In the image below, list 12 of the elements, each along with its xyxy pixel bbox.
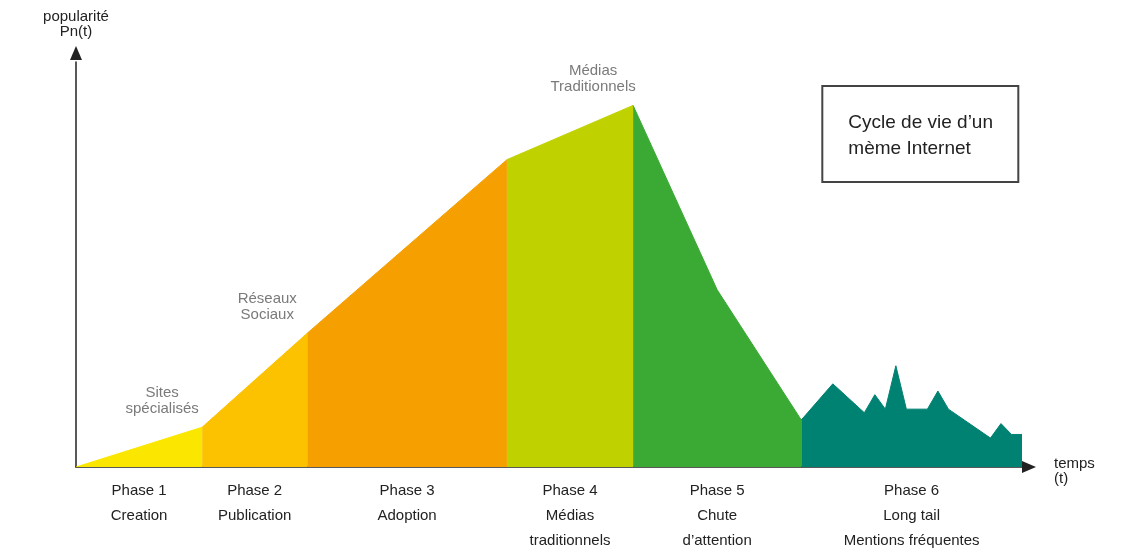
annotation: Sites spécialisés bbox=[125, 382, 199, 416]
series-label: Phase 3 Adoption bbox=[377, 481, 437, 523]
x-axis-title: temps (t) bbox=[1054, 454, 1095, 486]
annotation: Réseaux Sociaux bbox=[237, 288, 298, 322]
text: Médias Traditionnels bbox=[550, 60, 636, 94]
series-label: Phase 6 Long tail Mentions fréquentes bbox=[843, 481, 980, 548]
series-label: Phase 1 Creation bbox=[110, 481, 168, 523]
series-label: Phase 4 Médias traditionnels bbox=[529, 481, 611, 548]
series-label: Phase 2 Publication bbox=[217, 481, 292, 523]
series-label: Phase 5 Chute d’attention bbox=[682, 481, 752, 548]
y-axis-title: popularité Pn(t) bbox=[43, 7, 109, 39]
text: Cycle de vie d’un mème Internet bbox=[848, 110, 994, 158]
